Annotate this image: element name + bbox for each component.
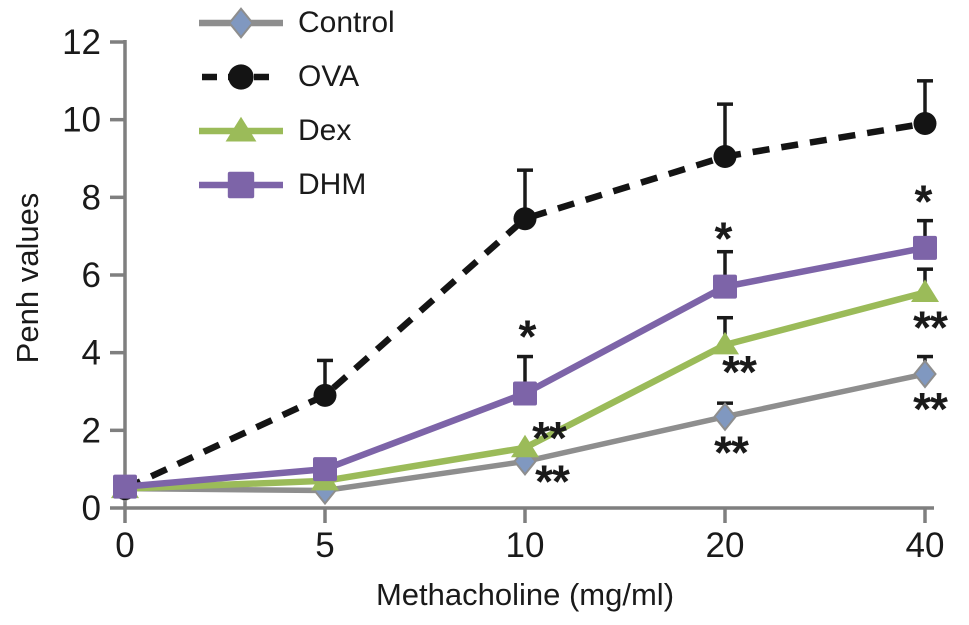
x-axis-title: Methacholine (mg/ml) bbox=[375, 577, 675, 612]
axes: 0 2 4 6 8 10 12 0 5 10 20 40 bbox=[62, 23, 944, 565]
y-axis-title: Penh values bbox=[10, 192, 45, 364]
significance-annotations: *************** bbox=[519, 176, 949, 508]
significance-asterisk: ** bbox=[913, 383, 948, 435]
legend-label-control: Control bbox=[298, 6, 395, 39]
dhm-line-marker-icon bbox=[199, 171, 283, 199]
legend-label-dhm: DHM bbox=[298, 168, 367, 201]
error-bars bbox=[317, 79, 933, 417]
y-tick-label: 4 bbox=[82, 334, 101, 373]
series-line-ova bbox=[123, 120, 926, 492]
x-tick-label: 5 bbox=[315, 526, 334, 565]
x-tick-label: 0 bbox=[115, 526, 134, 565]
legend-item-dhm: DHM bbox=[197, 158, 395, 212]
series-markers bbox=[111, 112, 939, 506]
legend-item-control: Control bbox=[197, 0, 395, 50]
legend-item-ova: OVA bbox=[197, 50, 395, 104]
significance-asterisk: ** bbox=[913, 301, 948, 353]
y-tick-label: 2 bbox=[82, 411, 101, 450]
legend-label-ova: OVA bbox=[298, 60, 360, 93]
y-tick-label: 8 bbox=[82, 178, 101, 217]
significance-asterisk: ** bbox=[532, 412, 567, 464]
significance-asterisk: ** bbox=[535, 455, 570, 507]
significance-asterisk: * bbox=[715, 213, 733, 265]
significance-asterisk: ** bbox=[714, 427, 749, 479]
control-line-marker-icon bbox=[199, 7, 283, 39]
x-tick-label: 40 bbox=[906, 526, 945, 565]
legend-label-dex: Dex bbox=[298, 114, 352, 147]
significance-asterisk: * bbox=[915, 176, 933, 228]
y-tick-label: 0 bbox=[82, 489, 101, 528]
ova-line-marker-icon bbox=[202, 64, 280, 90]
x-tick-label: 10 bbox=[506, 526, 545, 565]
dex-line-marker-icon bbox=[199, 116, 283, 142]
y-tick-label: 6 bbox=[82, 256, 101, 295]
significance-asterisk: * bbox=[519, 311, 537, 363]
x-tick-label: 20 bbox=[706, 526, 745, 565]
legend-item-dex: Dex bbox=[197, 104, 395, 158]
legend: Control OVA Dex DHM bbox=[197, 0, 395, 212]
significance-asterisk: ** bbox=[722, 346, 757, 398]
y-tick-label: 10 bbox=[62, 101, 101, 140]
y-tick-label: 12 bbox=[62, 23, 101, 62]
